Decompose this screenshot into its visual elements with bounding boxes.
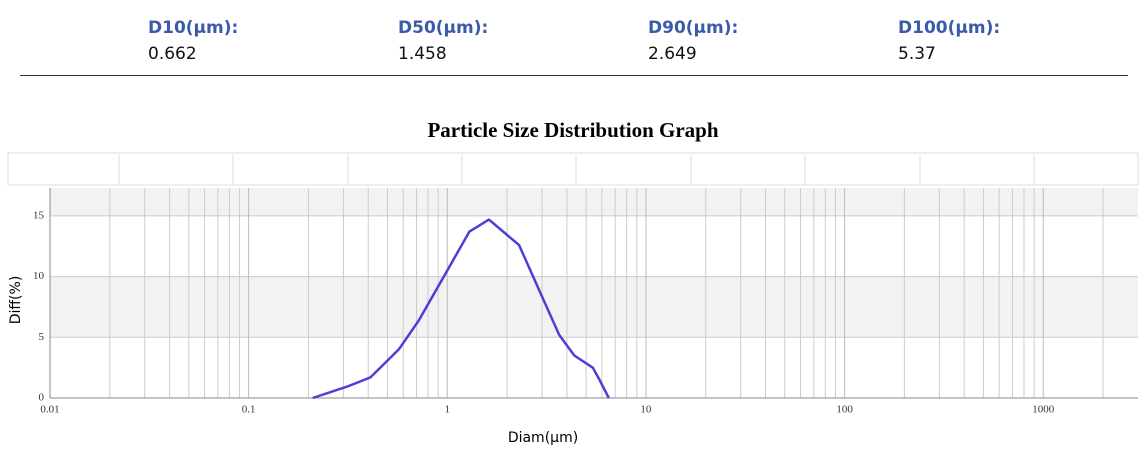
stat-value: 2.649 [648, 44, 697, 64]
stat: D10(µm): 0.662 [148, 18, 238, 64]
stat: D100(µm): 5.37 [898, 18, 1000, 64]
y-tick-label: 5 [39, 331, 45, 343]
plot: 0 5 10 15 0.01 0.1 1 10 100 1000 [33, 188, 1138, 416]
stat-value: 5.37 [898, 44, 936, 64]
stat-label: D50(µm): [398, 18, 489, 38]
x-tick-label: 100 [836, 404, 853, 416]
stat-value: 0.662 [148, 44, 197, 64]
divider [20, 75, 1128, 76]
x-tick-label: 10 [640, 404, 652, 416]
stat-label: D10(µm): [148, 18, 239, 38]
x-tick-label: 1 [445, 404, 451, 416]
stat: D90(µm): 2.649 [648, 18, 738, 64]
strip-dividers [118, 155, 1035, 185]
x-tick-label: 0.1 [242, 404, 256, 416]
band [50, 215, 1138, 277]
stat-label: D90(µm): [648, 18, 739, 38]
x-tick-label: 0.01 [40, 404, 59, 416]
stat: D50(µm): 1.458 [398, 18, 488, 64]
y-tick-label: 0 [39, 392, 45, 404]
y-axis-label: Diff(%) [8, 276, 24, 325]
stat-value: 1.458 [398, 44, 447, 64]
x-tick-label: 1000 [1032, 404, 1055, 416]
y-tick-label: 10 [33, 270, 45, 282]
stat-label: D100(µm): [898, 18, 1001, 38]
header-strip [7, 152, 1139, 186]
y-tick-label: 15 [33, 209, 45, 221]
chart-title: Particle Size Distribution Graph [427, 118, 718, 142]
line [312, 218, 610, 400]
x-axis-label: Diam(µm) [508, 430, 578, 446]
